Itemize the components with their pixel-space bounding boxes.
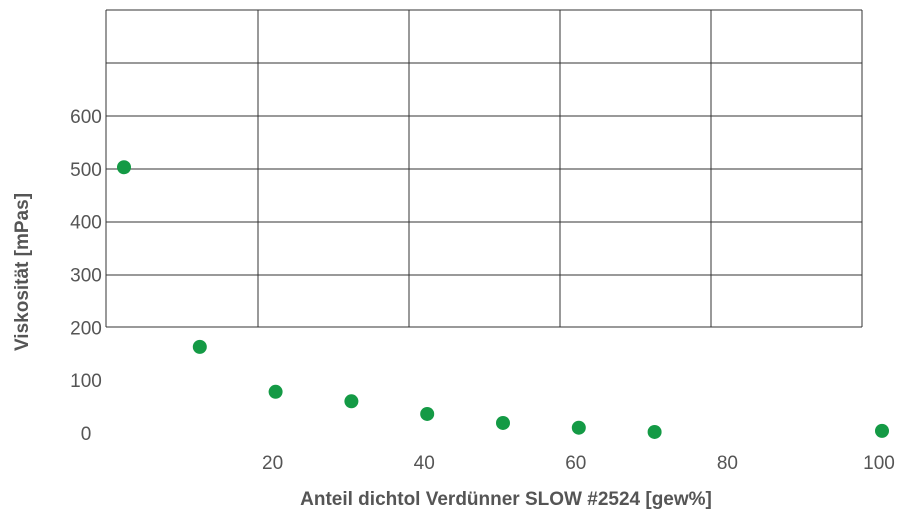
x-tick-label: 60 <box>565 453 586 474</box>
y-tick-label: 600 <box>70 107 102 128</box>
data-point <box>875 423 889 438</box>
data-points <box>117 160 889 439</box>
y-axis-ticks: 0 100 200 300 400 500 600 <box>70 107 102 445</box>
grid <box>105 9 863 328</box>
x-tick-label: 80 <box>717 453 738 474</box>
x-axis-ticks: 20 40 60 80 100 <box>262 453 895 474</box>
x-axis-title: Anteil dichtol Verdünner SLOW #2524 [gew… <box>300 489 712 510</box>
data-point <box>571 420 586 435</box>
data-point <box>344 394 359 409</box>
y-axis-title: Viskosität [mPas] <box>12 193 33 351</box>
data-point <box>268 384 283 399</box>
x-tick-label: 40 <box>414 453 435 474</box>
y-tick-label: 100 <box>70 371 102 392</box>
data-point <box>192 339 207 354</box>
data-point <box>647 424 662 439</box>
data-point <box>496 415 510 430</box>
x-tick-label: 100 <box>863 453 895 474</box>
y-tick-label: 200 <box>70 318 102 339</box>
x-tick-label: 20 <box>262 453 283 474</box>
data-point <box>117 160 131 175</box>
data-point <box>420 406 435 421</box>
y-tick-label: 400 <box>70 213 102 234</box>
y-tick-label: 500 <box>70 160 102 181</box>
y-tick-label: 0 <box>81 424 92 445</box>
y-tick-label: 300 <box>70 266 102 287</box>
